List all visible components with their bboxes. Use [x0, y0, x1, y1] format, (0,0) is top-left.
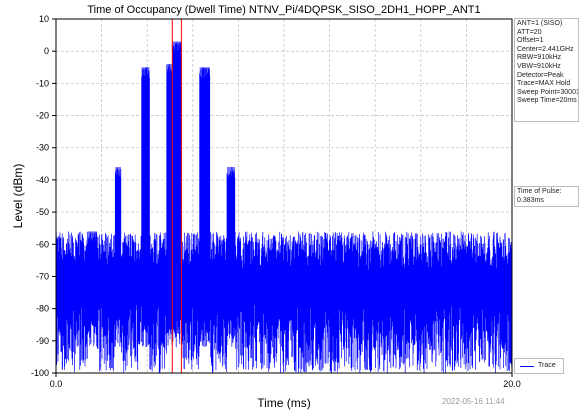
y-tick-label: -70 [36, 271, 49, 281]
settings-line: Sweep Point=30001 [517, 88, 579, 96]
y-tick-label: -10 [36, 78, 49, 88]
analyzer-settings-box: ANT=1 (SISO) ATT=20 Offset=1 Center=2.44… [514, 18, 579, 122]
chart-title: Time of Occupancy (Dwell Time) NTNV_Pi/4… [87, 4, 480, 16]
y-axis-label: Level (dBm) [11, 164, 25, 229]
y-tick-label: -30 [36, 143, 49, 153]
y-tick-label: -90 [36, 336, 49, 346]
x-tick-label: 0.0 [50, 379, 63, 389]
y-tick-label: -20 [36, 111, 49, 121]
y-tick-label: -80 [36, 304, 49, 314]
pulse-label: Time of Pulse: [517, 188, 562, 195]
settings-line: Center=2.441GHz [517, 45, 574, 53]
y-tick-label: -50 [36, 207, 49, 217]
trace-burst [87, 231, 98, 283]
y-tick-label: 0 [44, 46, 49, 56]
x-tick-label: 20.0 [503, 379, 521, 389]
legend-label-trace: Trace [538, 361, 556, 369]
trace-burst [141, 67, 150, 283]
settings-line: Trace=MAX Hold [517, 80, 571, 88]
legend: Trace [514, 358, 564, 374]
trace-burst [166, 64, 173, 283]
trace-burst [172, 41, 182, 283]
trace-series [55, 41, 513, 373]
trace-burst [115, 167, 121, 283]
settings-line: RBW=910kHz [517, 54, 562, 62]
timestamp: 2022-05-16 11:44 [442, 397, 505, 406]
x-axis-label: Time (ms) [257, 396, 311, 410]
y-tick-label: -100 [31, 368, 49, 378]
marker-lines [171, 19, 182, 373]
pulse-value: 0.383ms [517, 196, 544, 204]
trace-burst [227, 167, 235, 283]
plot-area-frame [55, 18, 513, 374]
settings-line: ANT=1 (SISO) [517, 20, 563, 27]
legend-swatch-trace [520, 365, 534, 367]
trace-burst [199, 67, 210, 283]
settings-line: Offset=1 [517, 37, 544, 45]
y-tick-label: -40 [36, 175, 49, 185]
settings-line: ATT=20 [517, 28, 542, 36]
settings-line: Sweep Time=20ms [517, 97, 577, 105]
settings-line: Detector=Peak [517, 71, 564, 79]
time-of-pulse-box: Time of Pulse: 0.383ms [514, 186, 579, 207]
x-axis-ticks: 0.0 20.0 [50, 373, 521, 389]
y-tick-label: 10 [39, 14, 49, 24]
y-axis-ticks: 10 0 -10 -20 -30 -40 -50 -60 -70 -80 -90 -100 [31, 14, 56, 378]
settings-line: VBW=910kHz [517, 62, 561, 70]
y-tick-label: -60 [36, 239, 49, 249]
